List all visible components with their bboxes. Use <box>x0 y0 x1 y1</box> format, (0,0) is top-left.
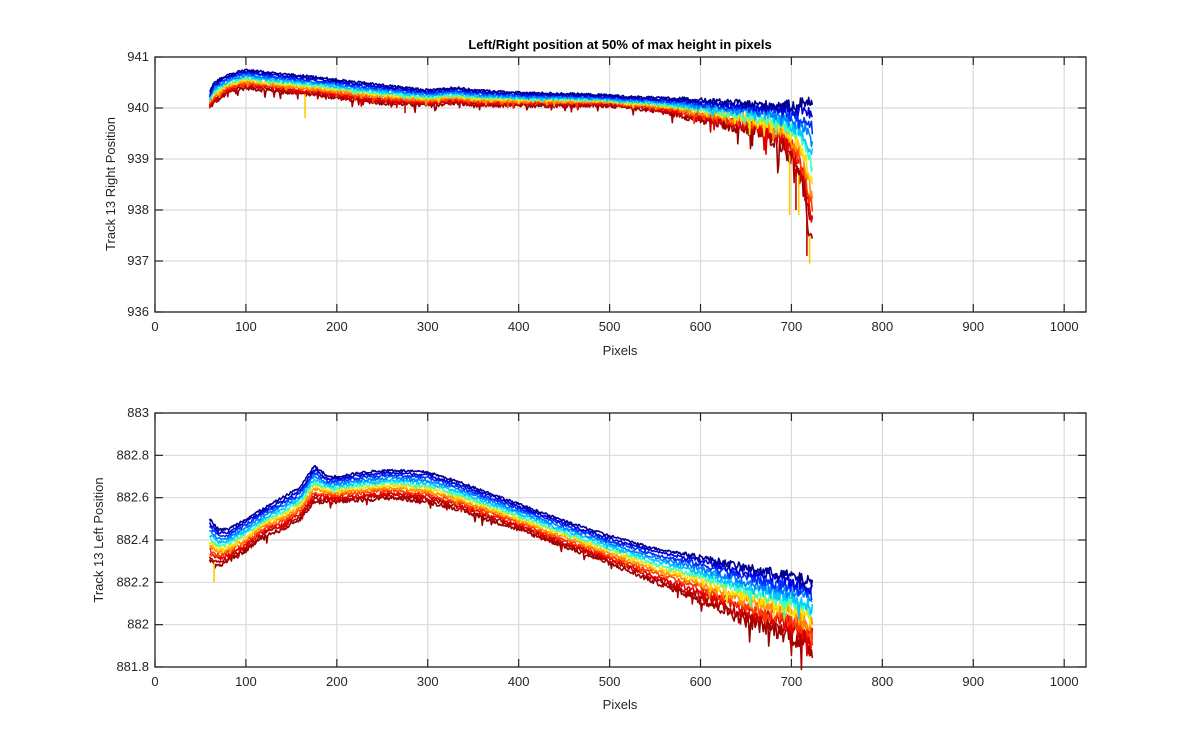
x-tick-label: 900 <box>962 674 984 689</box>
x-tick-label: 0 <box>151 674 158 689</box>
y-tick-label: 882.8 <box>116 447 149 462</box>
series-line <box>208 464 814 587</box>
x-tick-label: 800 <box>871 319 893 334</box>
x-tick-label: 300 <box>417 319 439 334</box>
y-tick-label: 881.8 <box>116 659 149 674</box>
top-axes: Left/Right position at 50% of max height… <box>103 37 1087 358</box>
y-tick-label: 936 <box>127 304 149 319</box>
top-y-axis-label: Track 13 Right Position <box>103 117 118 251</box>
x-tick-label: 300 <box>417 674 439 689</box>
series-line <box>208 471 813 601</box>
x-tick-label: 900 <box>962 319 984 334</box>
x-tick-label: 100 <box>235 674 257 689</box>
x-tick-label: 0 <box>151 319 158 334</box>
y-tick-label: 882 <box>127 617 149 632</box>
bottom-axes: 0 100 200 300 400 500 600 700 800 900 1000 881.8 882… <box>91 405 1087 712</box>
axes-frame <box>154 56 1087 313</box>
x-tick-label: 600 <box>690 674 712 689</box>
y-tick-label: 882.4 <box>116 532 149 547</box>
y-tick-label: 938 <box>127 202 149 217</box>
bottom-x-axis-label: Pixels <box>603 697 638 712</box>
top-plot-area: 0 100 200 300 400 500 600 700 800 900 1000 936 937 93… <box>127 49 1087 334</box>
series-line <box>208 488 814 648</box>
x-tick-label: 200 <box>326 674 348 689</box>
x-tick-label: 700 <box>781 674 803 689</box>
x-tick-label: 1000 <box>1050 319 1079 334</box>
x-tick-label: 1000 <box>1050 674 1079 689</box>
bottom-y-axis-label: Track 13 Left Position <box>91 477 106 602</box>
x-tick-label: 200 <box>326 319 348 334</box>
x-tick-label: 600 <box>690 319 712 334</box>
series-line <box>209 490 814 657</box>
y-tick-label: 939 <box>127 151 149 166</box>
series-line <box>208 486 814 632</box>
series-line <box>208 74 814 156</box>
series-line <box>208 68 814 112</box>
x-tick-label: 400 <box>508 674 530 689</box>
series-line <box>209 480 814 619</box>
x-tick-label: 500 <box>599 674 621 689</box>
bottom-plot-area: 0 100 200 300 400 500 600 700 800 900 1000 881.8 882… <box>116 405 1087 689</box>
y-tick-label: 937 <box>127 253 149 268</box>
y-tick-label: 882.6 <box>116 490 149 505</box>
chart-title: Left/Right position at 50% of max height… <box>468 37 771 52</box>
x-tick-label: 400 <box>508 319 530 334</box>
x-tick-label: 500 <box>599 319 621 334</box>
x-tick-label: 700 <box>781 319 803 334</box>
top-x-axis-label: Pixels <box>603 343 638 358</box>
y-tick-label: 941 <box>127 49 149 64</box>
x-tick-label: 800 <box>871 674 893 689</box>
y-tick-label: 940 <box>127 100 149 115</box>
x-tick-label: 100 <box>235 319 257 334</box>
series-line <box>208 468 814 595</box>
y-tick-label: 882.2 <box>116 574 149 589</box>
y-tick-label: 883 <box>127 405 149 420</box>
series-line <box>209 478 814 620</box>
